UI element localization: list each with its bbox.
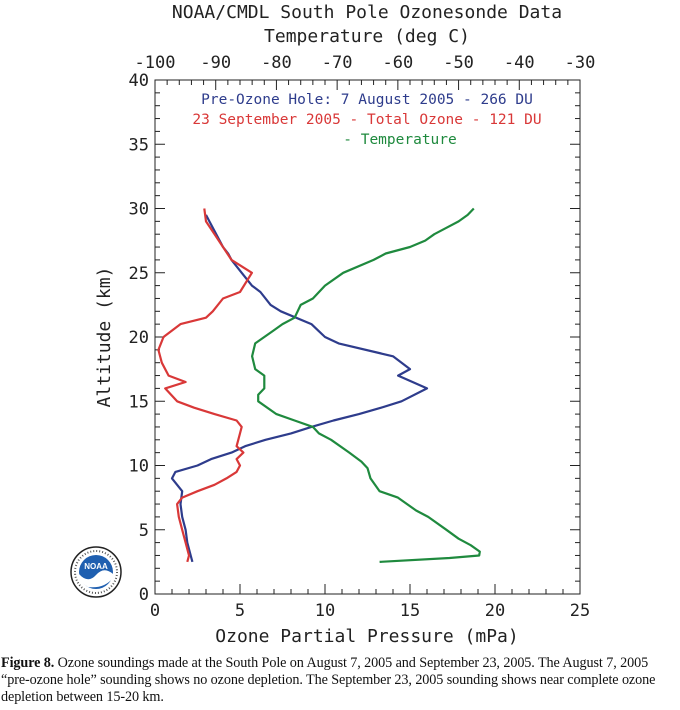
top-tick-label: -30 — [565, 53, 596, 73]
september-ozone-line — [157, 208, 253, 563]
chart-title: NOAA/CMDL South Pole Ozonesonde Data — [172, 2, 562, 23]
tick-labels: 0 5 10 15 20 25 -100 -90 -80 -70 -60 -50 -40 -30 0 5 10 1… — [129, 53, 596, 621]
noaa-logo-icon — [79, 570, 113, 588]
ozonesonde-chart: NOAA/CMDL South Pole Ozonesonde Data Tem… — [70, 2, 596, 647]
y-tick-label: 35 — [129, 135, 149, 155]
y-tick-label: 15 — [129, 392, 149, 412]
figure-caption: Figure 8. Ozone soundings made at the So… — [1, 655, 679, 706]
y-tick-label: 40 — [129, 71, 149, 91]
y-tick-label: 10 — [129, 457, 149, 477]
legend-september: 23 September 2005 - Total Ozone - 121 DU — [192, 112, 541, 128]
temperature-line — [251, 207, 481, 563]
series-lines — [157, 207, 481, 563]
top-tick-label: -50 — [443, 53, 474, 73]
top-axis-label: Temperature (deg C) — [264, 26, 470, 47]
y-tick-label: 25 — [129, 264, 149, 284]
caption-label: Figure 8. — [1, 655, 55, 671]
top-tick-label: -40 — [504, 53, 535, 73]
axis-ticks — [154, 79, 581, 595]
x-tick-label: 5 — [235, 601, 245, 621]
y-tick-label: 5 — [139, 521, 149, 541]
caption-text: Ozone soundings made at the South Pole o… — [1, 655, 656, 705]
y-tick-label: 0 — [139, 585, 149, 605]
y-axis-label: Altitude (km) — [94, 267, 115, 408]
y-tick-label: 30 — [129, 200, 149, 220]
top-tick-label: -100 — [135, 53, 176, 73]
noaa-logo: NOAA — [70, 546, 122, 598]
noaa-logo-text: NOAA — [84, 562, 108, 571]
x-axis-label: Ozone Partial Pressure (mPa) — [215, 626, 518, 647]
noaa-logo-dots — [74, 550, 118, 594]
pre-ozone-hole-line — [170, 214, 429, 563]
legend-temperature: - Temperature — [343, 132, 457, 148]
x-tick-label: 15 — [400, 601, 420, 621]
x-tick-label: 0 — [150, 601, 160, 621]
top-tick-label: -60 — [382, 53, 413, 73]
x-tick-label: 10 — [315, 601, 335, 621]
top-tick-label: -70 — [322, 53, 353, 73]
legend: Pre-Ozone Hole: 7 August 2005 - 266 DU 23… — [192, 92, 541, 148]
x-tick-label: 20 — [485, 601, 505, 621]
top-tick-label: -90 — [200, 53, 231, 73]
plot-frame — [154, 79, 581, 595]
top-tick-label: -80 — [261, 53, 292, 73]
x-tick-label: 25 — [570, 601, 590, 621]
legend-pre-ozone-hole: Pre-Ozone Hole: 7 August 2005 - 266 DU — [201, 92, 533, 108]
y-tick-label: 20 — [129, 328, 149, 348]
